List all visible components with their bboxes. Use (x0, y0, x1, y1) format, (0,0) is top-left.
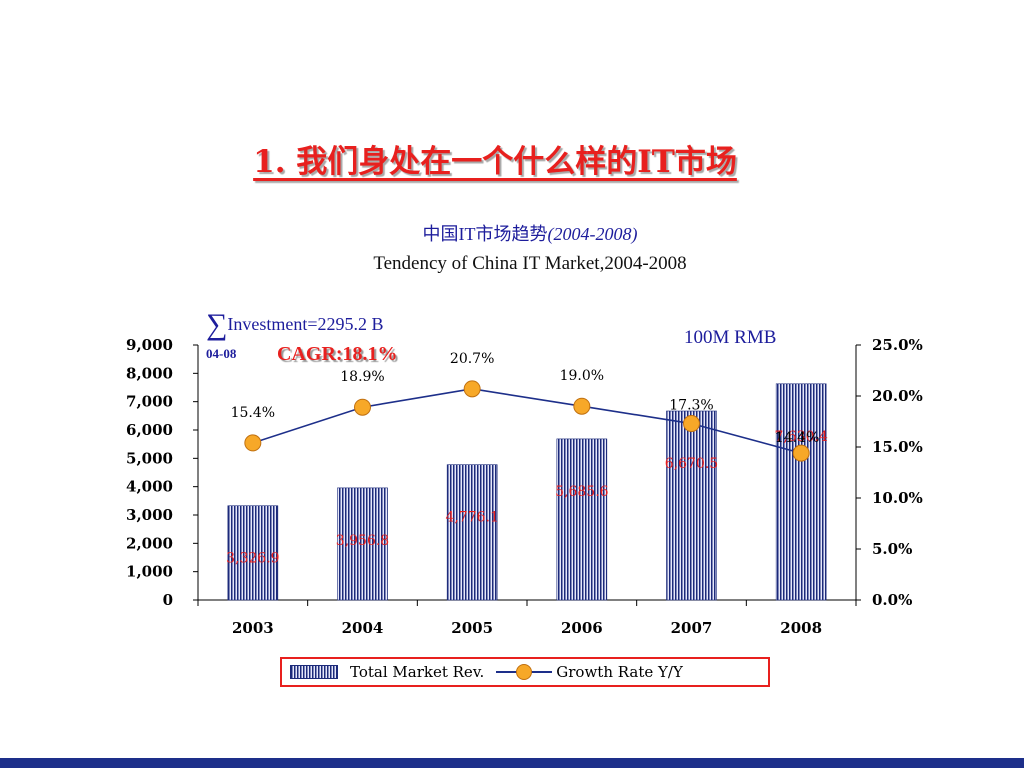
growth-value-label: 19.0% (560, 368, 604, 384)
x-tick-label: 2005 (451, 619, 493, 637)
bar-value-label: 4,776.1 (445, 510, 498, 526)
chart-subtitle-cn: 中国IT市场趋势(2004-2008) (300, 220, 760, 246)
growth-value-label: 20.7% (450, 351, 494, 367)
growth-marker (683, 415, 700, 433)
x-tick-label: 2008 (780, 619, 822, 637)
bar-value-label: 3,326.9 (226, 551, 279, 567)
x-tick-label: 2004 (342, 619, 384, 637)
y-left-tick-label: 7,000 (126, 393, 173, 411)
growth-value-label: 18.9% (340, 369, 384, 385)
growth-marker (463, 380, 481, 398)
sigma-icon: ∑ (206, 308, 228, 341)
growth-value-label: 15.4% (231, 405, 275, 421)
bar (556, 438, 608, 601)
growth-line (252, 388, 802, 454)
growth-marker (244, 434, 262, 452)
subtitle-cn-text: 中国IT市场趋势 (422, 224, 548, 244)
period-label: 04-08 (206, 346, 237, 361)
legend-bar-label: Total Market Rev. (350, 663, 485, 681)
y-right-tick-label: 15.0% (872, 438, 923, 456)
growth-marker (354, 398, 371, 416)
footer-bar (0, 758, 1024, 768)
y-right-tick-label: 25.0% (872, 336, 923, 354)
y-left-tick-label: 5,000 (126, 449, 173, 467)
investment-text: Investment=2295.2 B (227, 314, 384, 334)
bar-value-label: 7,630.4 (774, 429, 828, 445)
bar (666, 410, 717, 601)
bar-value-label: 5,685.6 (555, 484, 609, 500)
y-left-tick-label: 2,000 (126, 534, 173, 552)
y-right-tick-label: 5.0% (872, 540, 912, 558)
y-left-tick-label: 8,000 (126, 364, 173, 382)
y-right-tick-label: 0.0% (872, 591, 912, 609)
bar (337, 487, 388, 601)
chart-subtitle-en: Tendency of China IT Market,2004-2008 (373, 253, 687, 274)
y-left-tick-label: 4,000 (126, 478, 173, 496)
x-tick-label: 2003 (232, 619, 274, 637)
bar (227, 505, 279, 601)
x-tick-label: 2006 (561, 619, 603, 637)
y-left-tick-label: 0 (163, 591, 173, 609)
investment-annotation: ∑Investment=2295.2 B (206, 308, 384, 342)
subtitle-years: (2004-2008) (547, 224, 638, 244)
cagr-label: CAGR:18.1% (277, 343, 398, 365)
growth-marker (573, 397, 591, 415)
growth-value-label: 17.3% (669, 398, 713, 414)
unit-label: 100M RMB (684, 327, 777, 348)
legend-line-label: Growth Rate Y/Y (556, 663, 683, 681)
y-left-tick-label: 3,000 (126, 506, 173, 524)
y-left-tick-label: 1,000 (126, 563, 173, 581)
y-right-tick-label: 20.0% (872, 387, 923, 405)
x-tick-label: 2007 (671, 619, 713, 637)
legend-bar-swatch (290, 665, 338, 679)
y-right-tick-label: 10.0% (872, 489, 923, 507)
y-left-tick-label: 9,000 (126, 336, 173, 354)
bar (446, 464, 498, 601)
bar (775, 383, 827, 601)
growth-marker (792, 444, 810, 462)
bar-value-label: 3,956.8 (336, 533, 389, 549)
slide-title: 1. 我们身处在一个什么样的IT市场 (253, 144, 737, 180)
growth-value-label: 14.4% (775, 430, 819, 446)
chart-legend: Total Market Rev. Growth Rate Y/Y (280, 657, 770, 687)
bar-value-label: 6,670.5 (665, 456, 718, 472)
legend-line-swatch (496, 664, 553, 680)
y-left-tick-label: 6,000 (126, 421, 173, 439)
